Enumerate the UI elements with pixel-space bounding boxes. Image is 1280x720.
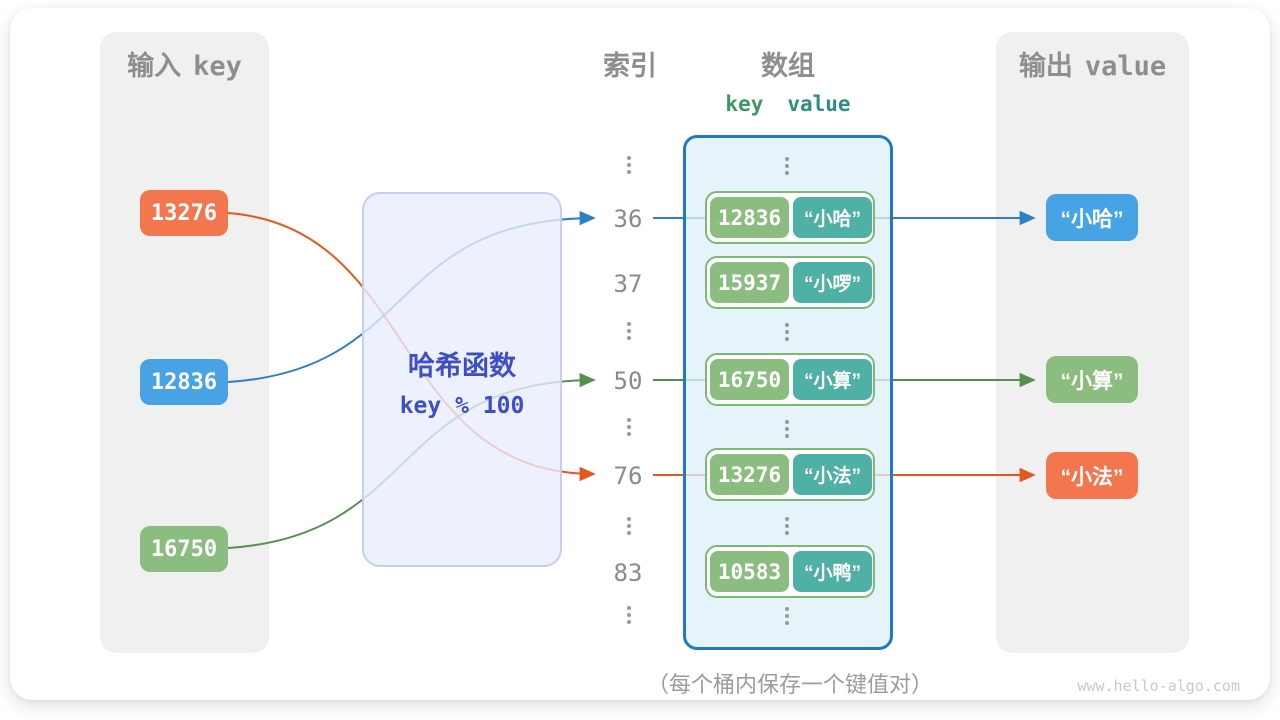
- bucket-76: 13276 “小法”: [705, 448, 875, 501]
- bucket-50: 16750 “小算”: [705, 353, 875, 406]
- vertical-ellipsis: [626, 418, 632, 436]
- index-column-title: 索引: [603, 51, 657, 81]
- index-50: 50: [613, 367, 643, 395]
- index-37: 37: [613, 270, 643, 298]
- value-column-label: value: [787, 92, 851, 116]
- site-watermark: www.hello-algo.com: [1077, 677, 1240, 695]
- bucket-50-key: 16750: [710, 359, 789, 400]
- vertical-ellipsis: [784, 157, 790, 175]
- input-panel-title: 输入 key: [100, 44, 269, 83]
- output-panel-title: 输出 value: [996, 44, 1189, 83]
- output-title-cn: 输出: [1018, 51, 1073, 81]
- bucket-36-value: “小哈”: [793, 197, 872, 238]
- index-83: 83: [613, 559, 643, 587]
- input-key-13276: 13276: [140, 190, 228, 236]
- vertical-ellipsis: [784, 517, 790, 535]
- index-36: 36: [613, 205, 643, 233]
- bucket-36: 12836 “小哈”: [705, 191, 875, 244]
- output-panel: [996, 32, 1189, 653]
- bucket-50-value: “小算”: [793, 359, 872, 400]
- bucket-76-value: “小法”: [793, 454, 872, 495]
- key-column-label: key: [725, 92, 764, 116]
- bucket-37-key: 15937: [710, 262, 789, 303]
- vertical-ellipsis: [626, 606, 632, 624]
- hash-function-formula: key % 100: [399, 393, 525, 419]
- index-76: 76: [613, 462, 643, 490]
- array-title: 数组: [761, 51, 815, 81]
- bucket-83-key: 10583: [710, 551, 789, 592]
- vertical-ellipsis: [784, 323, 790, 341]
- array-caption: （每个桶内保存一个键值对）: [646, 672, 933, 697]
- vertical-ellipsis: [784, 607, 790, 625]
- input-title-en: key: [193, 51, 242, 82]
- output-value-xiaofa: “小法”: [1046, 452, 1138, 499]
- bucket-76-key: 13276: [710, 454, 789, 495]
- vertical-ellipsis: [784, 420, 790, 438]
- vertical-ellipsis: [626, 322, 632, 340]
- vertical-ellipsis: [626, 156, 632, 174]
- vertical-ellipsis: [626, 517, 632, 535]
- output-value-xiaosuan: “小算”: [1046, 356, 1138, 403]
- input-key-12836: 12836: [140, 359, 228, 405]
- hash-function-box: [362, 192, 562, 567]
- output-value-xiaoha: “小哈”: [1046, 194, 1138, 241]
- bucket-37: 15937 “小啰”: [705, 256, 875, 309]
- key-value-header: key value: [683, 92, 893, 116]
- bucket-83-value: “小鸭”: [793, 551, 872, 592]
- hash-function-title: 哈希函数: [408, 351, 516, 381]
- bucket-83: 10583 “小鸭”: [705, 545, 875, 598]
- input-title-cn: 输入: [127, 51, 182, 81]
- output-title-en: value: [1084, 51, 1167, 82]
- bucket-36-key: 12836: [710, 197, 789, 238]
- bucket-37-value: “小啰”: [793, 262, 872, 303]
- input-key-16750: 16750: [140, 526, 228, 572]
